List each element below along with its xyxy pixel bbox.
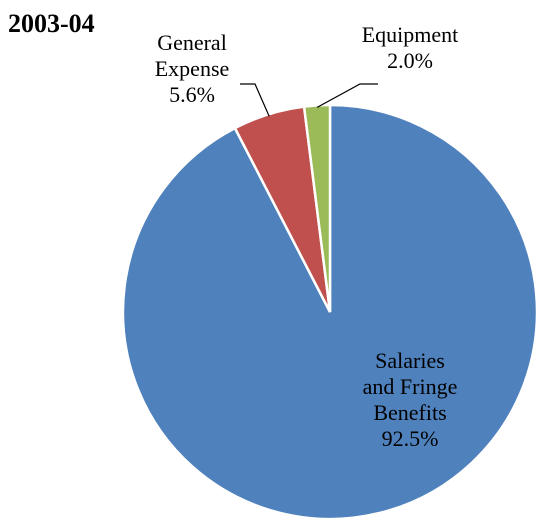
slice-value-label: 5.6%	[169, 82, 215, 107]
leader-line	[240, 84, 269, 116]
slice-value-label: 92.5%	[382, 426, 439, 451]
chart-title: 2003-04	[8, 9, 95, 38]
pie-slices	[123, 105, 537, 519]
slice-label: General Expense 5.6%	[155, 30, 230, 107]
slice-value-label: 2.0%	[387, 48, 433, 73]
slice-name-line: Equipment	[362, 22, 459, 47]
slice-name-line: Expense	[155, 56, 230, 81]
slice-label: Equipment 2.0%	[362, 22, 459, 73]
slice-name-line: Salaries	[375, 348, 445, 373]
slice-name-line: General	[157, 30, 227, 55]
slice-name-line: Benefits	[373, 400, 446, 425]
slice-name-line: and Fringe	[363, 374, 458, 399]
